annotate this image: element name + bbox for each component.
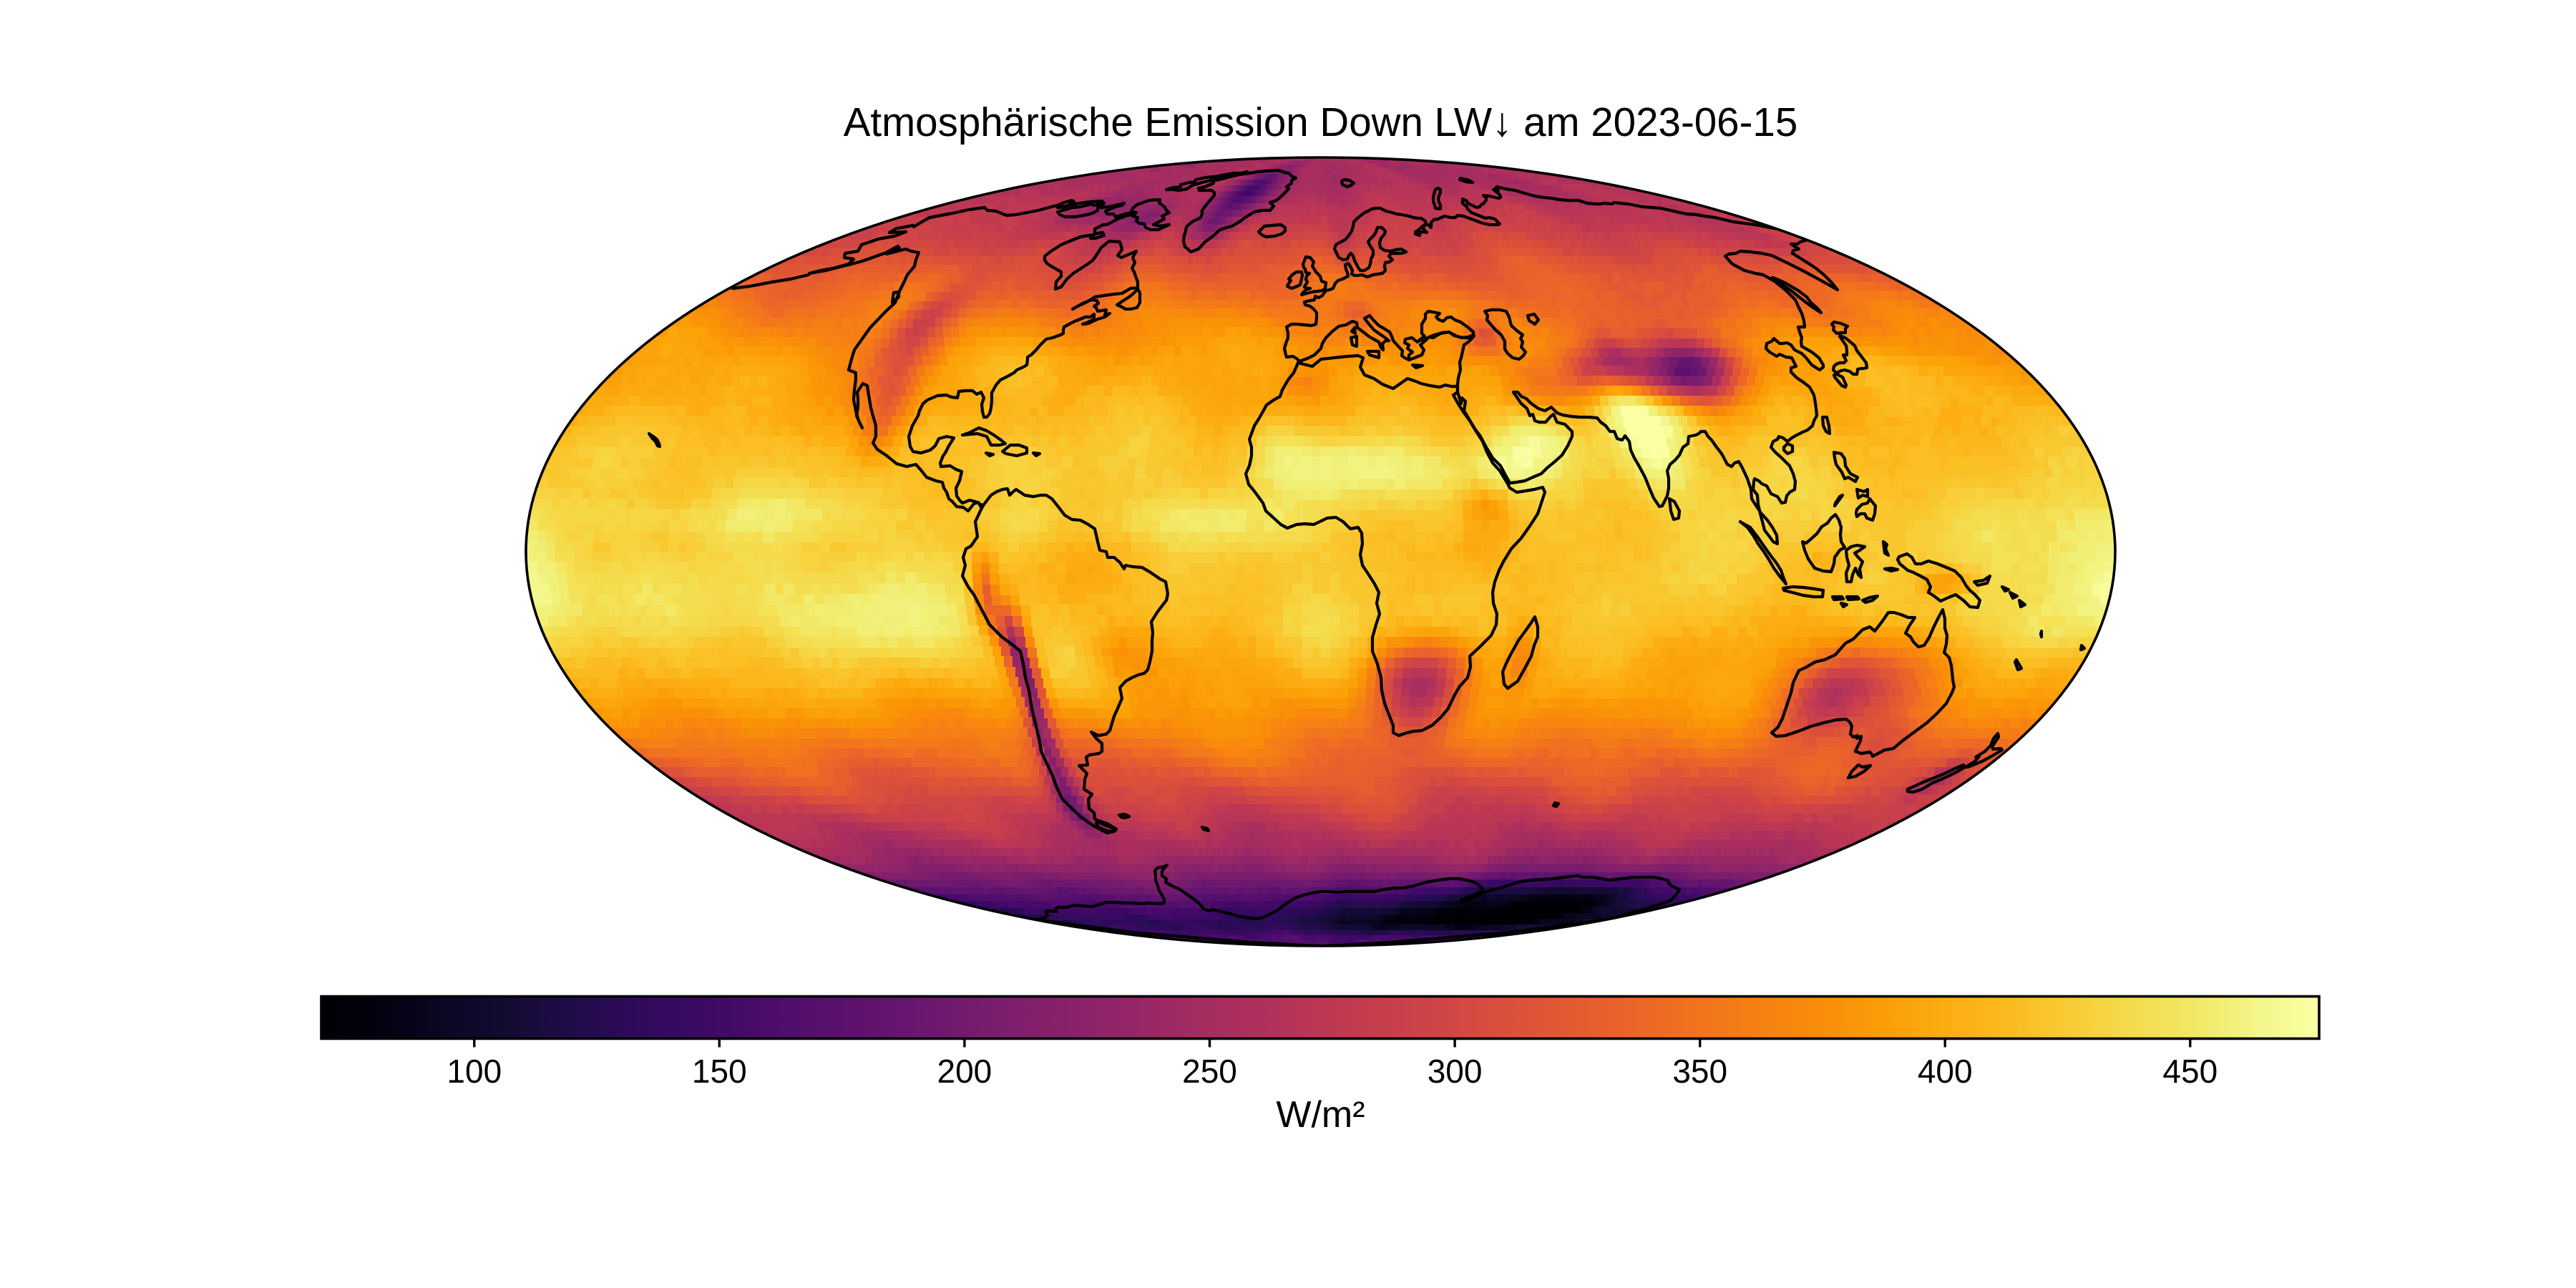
svg-text:100: 100 bbox=[447, 1053, 502, 1090]
svg-text:450: 450 bbox=[2162, 1053, 2218, 1090]
svg-text:W/m²: W/m² bbox=[1276, 1094, 1365, 1136]
svg-text:250: 250 bbox=[1182, 1053, 1237, 1090]
svg-text:150: 150 bbox=[692, 1053, 747, 1090]
svg-text:Atmosphärische Emission Down L: Atmosphärische Emission Down LW↓ am 2023… bbox=[844, 99, 1798, 145]
svg-text:350: 350 bbox=[1672, 1053, 1727, 1090]
svg-text:200: 200 bbox=[937, 1053, 992, 1090]
svg-text:300: 300 bbox=[1428, 1053, 1483, 1090]
svg-text:400: 400 bbox=[1918, 1053, 1973, 1090]
